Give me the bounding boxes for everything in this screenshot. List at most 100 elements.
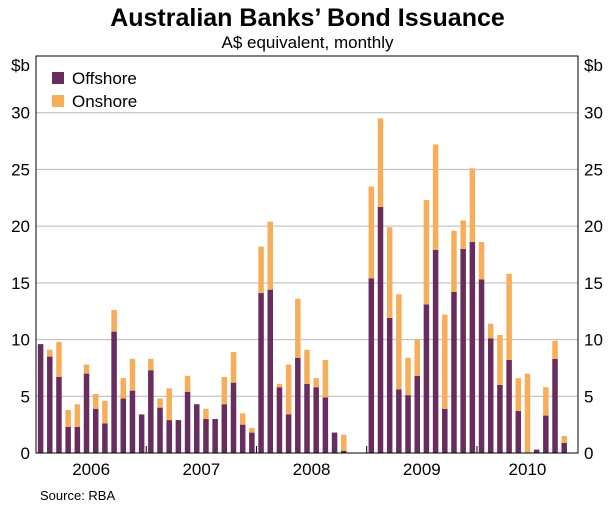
bar-onshore — [56, 341, 62, 378]
chart-title: Australian Banks’ Bond Issuance — [110, 4, 505, 32]
bar-onshore — [368, 186, 375, 279]
bar-offshore — [230, 382, 237, 453]
bar-offshore — [552, 358, 558, 453]
bar-offshore — [322, 397, 329, 453]
bar-onshore — [478, 242, 485, 280]
bar-offshore — [295, 357, 301, 453]
bar-onshore — [515, 378, 522, 412]
y-unit-right: $b — [584, 56, 603, 75]
bar-onshore — [460, 220, 466, 249]
bar-offshore — [221, 404, 228, 453]
bar-onshore — [524, 373, 531, 453]
bar-onshore — [442, 314, 448, 409]
bar-onshore — [552, 340, 558, 359]
source-note: Source: RBA — [40, 488, 116, 503]
bar-onshore — [543, 387, 549, 416]
bar-onshore — [74, 404, 81, 427]
y-tick-label-right: 25 — [584, 160, 603, 179]
bar-offshore — [148, 370, 154, 453]
bar-offshore — [515, 411, 522, 453]
y-tick-label-left: 25 — [11, 160, 30, 179]
legend: Offshore Onshore — [52, 69, 137, 111]
axis-labels: 0 0 5 5 10 10 15 15 20 20 25 25 30 30 $b $b 2006 2007 2008… — [11, 56, 603, 479]
bar-onshore — [386, 227, 393, 319]
y-tick-label-right: 5 — [584, 387, 593, 406]
bar-offshore — [276, 387, 283, 453]
bar-onshore — [102, 400, 108, 424]
bar-offshore — [285, 414, 292, 453]
bar-onshore — [157, 398, 163, 408]
bar-onshore — [506, 273, 512, 360]
chart-subtitle: A$ equivalent, monthly — [221, 33, 394, 52]
bar-offshore — [377, 206, 384, 453]
bar-onshore — [111, 310, 117, 332]
bar-onshore — [295, 298, 301, 358]
bar-offshore — [469, 242, 476, 453]
legend-swatch-onshore — [52, 95, 64, 107]
bar-onshore — [377, 118, 384, 207]
bar-offshore — [432, 249, 439, 453]
bar-offshore — [239, 424, 246, 453]
bar-offshore — [442, 408, 448, 453]
bar-offshore — [47, 356, 53, 453]
bar-offshore — [451, 291, 457, 453]
bar-offshore — [313, 387, 319, 453]
bar-onshore — [258, 246, 264, 294]
bar-offshore — [120, 398, 127, 453]
bar-offshore — [212, 418, 218, 453]
y-tick-label-right: 30 — [584, 104, 603, 123]
bar-onshore — [230, 352, 237, 383]
bar-offshore — [368, 278, 375, 453]
bar-offshore — [74, 426, 81, 453]
bar-onshore — [304, 349, 310, 384]
bar-onshore — [322, 359, 329, 398]
bar-onshore — [414, 339, 420, 376]
bar-offshore — [304, 383, 310, 453]
x-tick-label: 2009 — [403, 460, 441, 479]
bar-onshore — [120, 378, 127, 399]
y-tick-label-left: 0 — [21, 444, 30, 463]
bar-onshore — [313, 378, 319, 388]
bar-offshore — [340, 450, 347, 453]
bar-offshore — [203, 418, 209, 453]
y-tick-label-right: 20 — [584, 217, 603, 236]
x-tick-label: 2008 — [293, 460, 331, 479]
bar-onshore — [239, 413, 246, 425]
bar-onshore — [65, 409, 71, 427]
bar-offshore — [460, 248, 466, 453]
bar-onshore — [487, 323, 494, 339]
y-tick-label-left: 20 — [11, 217, 30, 236]
bar-onshore — [561, 435, 567, 443]
bar-offshore — [396, 389, 402, 453]
bar-onshore — [285, 364, 292, 415]
y-tick-label-left: 5 — [21, 387, 30, 406]
legend-label-offshore: Offshore — [72, 69, 137, 88]
bar-onshore — [83, 364, 90, 374]
bar-offshore — [83, 373, 90, 453]
bar-offshore — [37, 344, 44, 453]
bar-onshore — [405, 357, 411, 396]
bar-offshore — [194, 404, 200, 453]
bar-offshore — [138, 414, 145, 453]
bar-offshore — [184, 391, 191, 453]
bar-offshore — [258, 293, 264, 453]
bar-offshore — [166, 420, 172, 453]
bar-onshore — [166, 388, 172, 421]
y-tick-label-right: 10 — [584, 331, 603, 350]
bar-onshore — [432, 144, 439, 250]
bar-offshore — [157, 407, 163, 453]
bars — [37, 118, 567, 453]
x-tick-label: 2006 — [72, 460, 110, 479]
bar-offshore — [56, 377, 62, 453]
bar-offshore — [331, 432, 338, 453]
bar-onshore — [423, 200, 430, 305]
bar-onshore — [267, 221, 274, 290]
bar-offshore — [175, 420, 182, 453]
bar-offshore — [497, 384, 503, 453]
bar-onshore — [469, 168, 476, 243]
bar-offshore — [506, 359, 512, 453]
bar-offshore — [478, 279, 485, 453]
bar-onshore — [129, 358, 136, 391]
y-tick-label-left: 10 — [11, 331, 30, 350]
y-tick-label-right: 15 — [584, 274, 603, 293]
